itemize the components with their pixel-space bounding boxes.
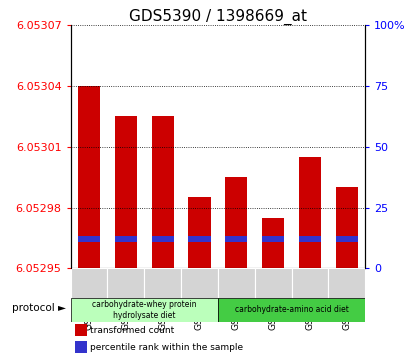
Bar [78, 86, 100, 268]
Bar [188, 197, 210, 268]
Bar [291, 268, 328, 322]
Bar [75, 324, 87, 337]
Bar [262, 236, 284, 242]
Bar [328, 268, 365, 322]
Bar [151, 236, 173, 242]
Bar [262, 218, 284, 268]
Bar [336, 187, 358, 268]
Bar [336, 236, 358, 242]
Text: protocol ►: protocol ► [12, 303, 66, 313]
Bar [71, 268, 107, 322]
Bar [218, 298, 365, 322]
Bar [78, 236, 100, 242]
Bar [299, 236, 321, 242]
Bar [115, 236, 137, 242]
Bar [255, 268, 291, 322]
Bar [71, 298, 218, 322]
Bar [225, 236, 247, 242]
Bar [299, 157, 321, 268]
Bar [188, 236, 210, 242]
Bar [107, 268, 144, 322]
Bar [151, 117, 173, 268]
Bar [115, 117, 137, 268]
Text: transformed count: transformed count [90, 326, 174, 335]
Bar [225, 177, 247, 268]
Text: carbohydrate-amino acid diet: carbohydrate-amino acid diet [234, 306, 349, 314]
Bar [218, 268, 255, 322]
Bar [181, 268, 218, 322]
Bar [75, 341, 87, 353]
Title: GDS5390 / 1398669_at: GDS5390 / 1398669_at [129, 9, 307, 25]
Text: percentile rank within the sample: percentile rank within the sample [90, 343, 243, 352]
Bar [144, 268, 181, 322]
Text: carbohydrate-whey protein
hydrolysate diet: carbohydrate-whey protein hydrolysate di… [92, 300, 196, 320]
